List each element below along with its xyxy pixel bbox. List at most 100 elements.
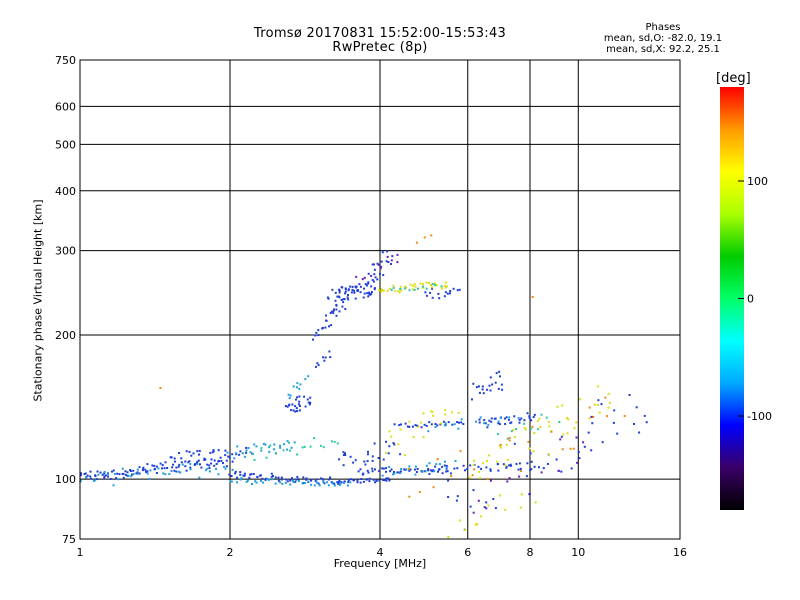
data-point: [121, 467, 124, 470]
data-point: [456, 421, 458, 424]
data-point: [210, 458, 213, 461]
data-point: [360, 478, 363, 480]
data-point: [259, 480, 262, 482]
data-point: [588, 406, 591, 409]
data-point: [341, 305, 344, 308]
data-point: [425, 287, 428, 290]
data-point: [443, 464, 446, 467]
data-point: [409, 283, 412, 286]
data-point: [408, 495, 411, 498]
data-point: [331, 482, 334, 485]
data-point: [472, 489, 475, 492]
data-point: [228, 456, 231, 459]
y-tick-label: 300: [55, 245, 76, 258]
data-point: [227, 455, 230, 458]
data-point: [456, 495, 459, 498]
data-point: [486, 426, 489, 429]
data-point: [290, 446, 293, 449]
data-point: [351, 285, 354, 288]
data-point: [234, 470, 237, 473]
data-point: [361, 473, 364, 476]
data-point: [508, 437, 511, 439]
data-point: [85, 476, 88, 479]
data-point: [393, 472, 396, 475]
data-point: [513, 442, 516, 445]
data-point: [149, 469, 152, 472]
data-point: [163, 467, 166, 470]
data-point: [455, 499, 458, 502]
data-point: [83, 473, 86, 476]
data-point: [298, 400, 301, 403]
data-point: [361, 278, 364, 281]
data-point: [332, 312, 335, 315]
data-point: [179, 471, 182, 474]
data-point: [328, 325, 330, 328]
data-point: [393, 471, 395, 473]
data-point: [469, 464, 472, 467]
data-point: [423, 236, 426, 239]
data-point: [307, 375, 310, 378]
data-point: [508, 439, 511, 442]
data-point: [180, 457, 183, 460]
data-point: [406, 425, 409, 428]
data-point: [333, 308, 335, 311]
data-point: [104, 474, 107, 477]
data-point: [164, 461, 167, 464]
data-point: [318, 484, 321, 487]
data-point: [518, 462, 521, 465]
data-point: [270, 472, 273, 475]
data-point: [520, 493, 523, 496]
data-point: [489, 479, 492, 482]
data-point: [486, 477, 489, 480]
data-point: [327, 297, 330, 300]
data-point: [294, 405, 297, 408]
data-point: [280, 478, 283, 481]
data-point: [478, 470, 480, 473]
data-point: [90, 477, 93, 480]
data-point: [381, 251, 384, 254]
data-point: [566, 432, 569, 435]
data-point: [371, 279, 374, 281]
data-point: [392, 442, 395, 444]
data-point: [223, 465, 226, 468]
data-point: [304, 378, 307, 381]
data-point: [180, 461, 183, 464]
data-point: [151, 464, 154, 467]
data-point: [279, 444, 281, 447]
data-point: [303, 395, 306, 398]
data-point: [366, 469, 369, 472]
grid-lines: [80, 60, 680, 539]
data-point: [499, 494, 501, 497]
data-point: [381, 478, 384, 481]
data-point: [431, 410, 434, 413]
data-point: [391, 255, 394, 258]
data-point: [331, 288, 334, 291]
data-point: [425, 424, 428, 427]
data-point: [228, 473, 231, 476]
data-point: [393, 423, 396, 426]
data-point: [347, 484, 349, 487]
data-point: [547, 421, 550, 423]
data-point: [373, 263, 375, 266]
data-point: [111, 470, 113, 473]
data-point: [457, 411, 460, 414]
data-point: [392, 473, 394, 476]
data-point: [446, 292, 449, 295]
data-point: [173, 469, 176, 472]
data-point: [427, 430, 430, 433]
data-point: [229, 480, 232, 483]
data-point: [349, 455, 352, 458]
data-point: [431, 283, 434, 286]
data-point: [359, 468, 362, 471]
data-point: [623, 415, 626, 417]
data-point: [456, 467, 459, 470]
data-point: [577, 451, 580, 454]
data-point: [403, 287, 406, 290]
data-point: [442, 420, 445, 423]
data-point: [94, 474, 97, 477]
x-tick-label: 16: [673, 546, 687, 559]
data-point: [397, 290, 400, 293]
data-point: [440, 287, 443, 290]
data-point: [188, 450, 191, 453]
data-point: [344, 452, 346, 455]
